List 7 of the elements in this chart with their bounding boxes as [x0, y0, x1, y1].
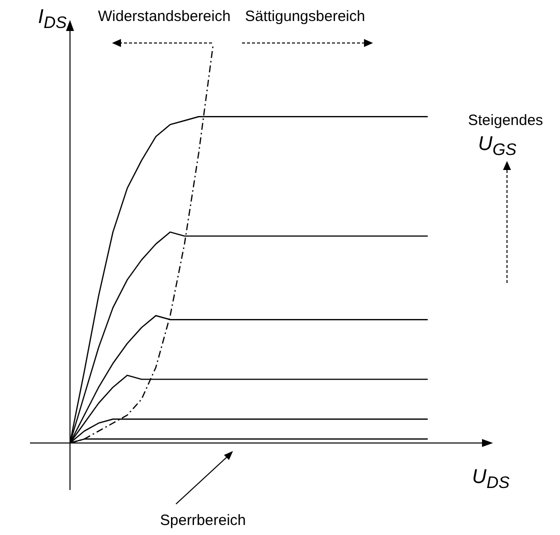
y-axis-title: I$_{DS}$ [38, 6, 67, 33]
annotation: Steigendes [468, 112, 544, 129]
text: Widerstandsbereich [98, 8, 231, 25]
annotation: U$_{GS}$ [478, 133, 517, 160]
x-axis-title: U$_{DS}$ [472, 466, 510, 493]
text: Sperrbereich [160, 512, 246, 529]
text: Sättigungsbereich [245, 8, 366, 25]
